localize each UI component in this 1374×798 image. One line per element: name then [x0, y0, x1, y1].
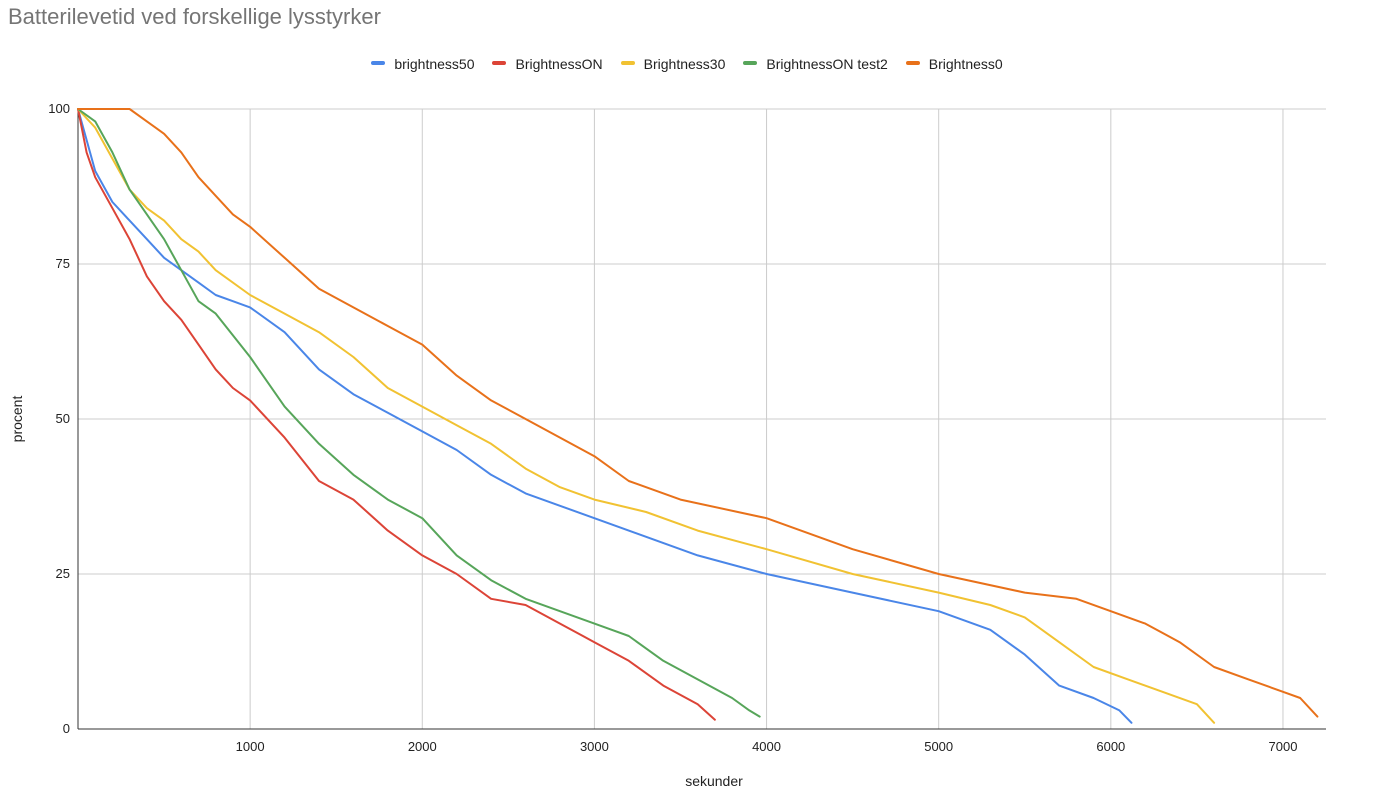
x-axis-title: sekunder	[685, 773, 743, 789]
legend-label: BrightnessON test2	[766, 56, 888, 72]
y-tick-label: 75	[56, 256, 70, 271]
x-tick-label: 2000	[408, 739, 437, 754]
series-line-brightnesson-test2	[77, 108, 761, 718]
legend-label: BrightnessON	[515, 56, 603, 72]
x-tick-label: 5000	[924, 739, 953, 754]
x-tick-label: 3000	[580, 739, 609, 754]
y-axis-title: procent	[9, 396, 25, 443]
legend-swatch	[905, 61, 920, 66]
legend-item: brightness50	[371, 56, 474, 72]
x-tick-label: 7000	[1269, 739, 1298, 754]
series-line-brightness50	[77, 108, 1133, 724]
y-tick-label: 100	[48, 101, 70, 116]
series-line-brightness0	[77, 108, 1319, 718]
series-line-brightness30	[77, 108, 1216, 724]
legend-item: Brightness0	[905, 56, 1003, 72]
legend-label: Brightness30	[643, 56, 726, 72]
y-tick-label: 25	[56, 566, 70, 581]
x-tick-label: 6000	[1096, 739, 1125, 754]
series-line-brightnesson	[77, 108, 716, 721]
legend-label: brightness50	[394, 56, 475, 72]
legend-swatch	[371, 61, 386, 66]
legend: brightness50 BrightnessON Brightness30 Brig…	[0, 56, 1374, 72]
legend-item: Brightness30	[620, 56, 726, 72]
legend-label: Brightness0	[928, 56, 1003, 72]
x-tick-label: 4000	[752, 739, 781, 754]
x-tick-label: 1000	[236, 739, 265, 754]
legend-item: BrightnessON	[492, 56, 603, 72]
chart-title: Batterilevetid ved forskellige lysstyrke…	[8, 4, 381, 29]
y-tick-label: 50	[56, 411, 70, 426]
legend-swatch	[743, 61, 758, 66]
y-tick-label: 0	[63, 721, 70, 736]
legend-swatch	[620, 61, 635, 66]
legend-item: BrightnessON test2	[743, 56, 888, 72]
legend-swatch	[492, 61, 507, 66]
